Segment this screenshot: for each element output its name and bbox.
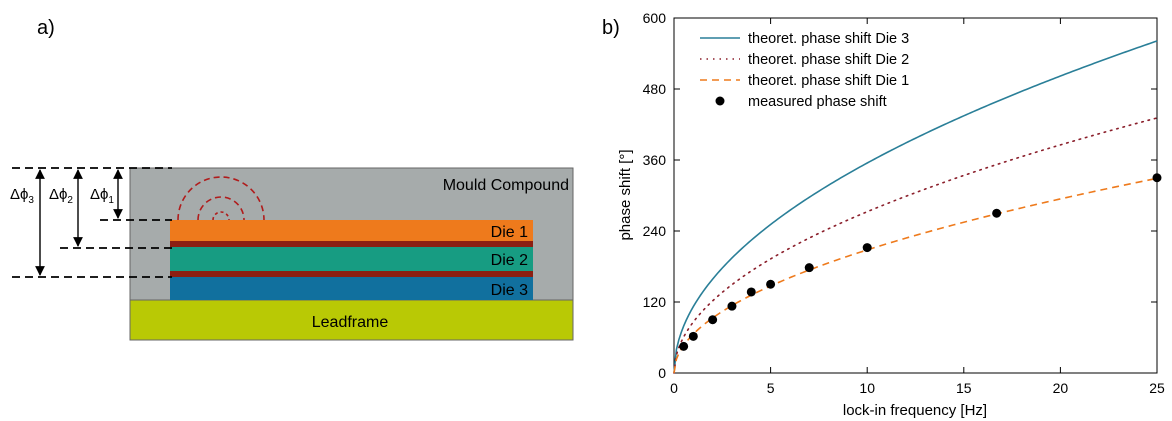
measured-point bbox=[766, 279, 776, 289]
measured-point bbox=[804, 263, 814, 273]
legend-entry: theoret. phase shift Die 3 bbox=[748, 31, 909, 47]
dimension-label-d2: Δϕ2 bbox=[49, 186, 73, 206]
die-3 bbox=[170, 277, 533, 300]
leadframe-label: Leadframe bbox=[312, 314, 389, 331]
die-2 bbox=[170, 247, 533, 271]
y-tick-label: 120 bbox=[643, 294, 667, 310]
dimension-label-d1: Δϕ1 bbox=[90, 186, 114, 206]
x-tick-label: 20 bbox=[1053, 380, 1069, 396]
panel-b-label: b) bbox=[602, 17, 620, 39]
x-tick-label: 25 bbox=[1149, 380, 1165, 396]
legend-entry: theoret. phase shift Die 1 bbox=[748, 73, 909, 89]
leadframe bbox=[129, 299, 574, 341]
x-tick-label: 5 bbox=[767, 380, 775, 396]
mould-compound-label: Mould Compound bbox=[443, 177, 569, 194]
measured-point bbox=[746, 287, 756, 297]
series-line-0 bbox=[673, 40, 1158, 374]
legend-entry: theoret. phase shift Die 2 bbox=[748, 52, 909, 68]
y-tick-label: 480 bbox=[643, 81, 667, 97]
y-tick-label: 240 bbox=[643, 223, 667, 239]
layer-stack-diagram: a) Mould Compound Die 1 Die 2 Die 3 Lead… bbox=[10, 17, 574, 341]
measured-point bbox=[1152, 173, 1162, 183]
die-2-label: Die 2 bbox=[491, 252, 528, 269]
series-line-2 bbox=[673, 177, 1158, 374]
thermal-wave-arcs bbox=[177, 176, 265, 221]
x-tick-label: 10 bbox=[859, 380, 875, 396]
measured-point bbox=[727, 301, 737, 311]
separator-2 bbox=[170, 271, 533, 277]
measured-point bbox=[708, 315, 718, 325]
measured-point bbox=[992, 208, 1002, 218]
dimension-label-d3: Δϕ3 bbox=[10, 186, 34, 206]
die-1 bbox=[170, 220, 533, 241]
y-tick-label: 360 bbox=[643, 152, 667, 168]
x-axis-label: lock-in frequency [Hz] bbox=[843, 402, 987, 419]
reference-lines bbox=[12, 167, 172, 278]
x-tick-label: 15 bbox=[956, 380, 972, 396]
measured-point bbox=[688, 331, 698, 341]
panel-a-label: a) bbox=[37, 17, 55, 39]
legend-marker bbox=[715, 96, 725, 106]
y-tick-label: 600 bbox=[643, 10, 667, 26]
measured-point bbox=[862, 243, 872, 253]
separator-1 bbox=[170, 241, 533, 247]
die-1-label: Die 1 bbox=[491, 224, 528, 241]
die-3-label: Die 3 bbox=[491, 282, 528, 299]
y-tick-label: 0 bbox=[658, 365, 666, 381]
y-axis-label: phase shift [°] bbox=[617, 149, 634, 240]
plot-frame bbox=[673, 17, 1158, 374]
x-tick-label: 0 bbox=[670, 380, 678, 396]
measured-point bbox=[679, 341, 689, 351]
series-line-1 bbox=[673, 117, 1158, 374]
legend-entry: measured phase shift bbox=[748, 94, 887, 110]
dimension-arrows bbox=[35, 169, 123, 276]
